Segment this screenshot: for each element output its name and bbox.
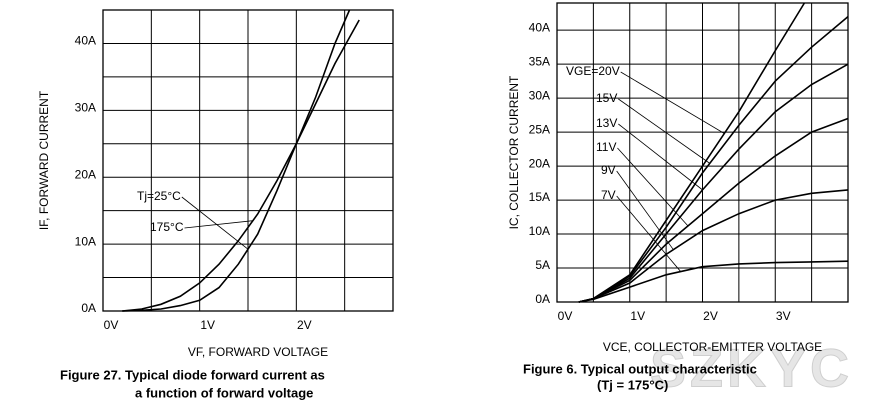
y-tick-label: 10A <box>529 224 550 238</box>
y-tick-label: 20A <box>75 167 96 181</box>
data-line <box>578 189 849 303</box>
series-label: 9V <box>601 163 616 177</box>
series-label: 175°C <box>150 220 184 234</box>
y-axis-label: IC, COLLECTOR CURRENT <box>507 75 521 229</box>
y-tick-label: 30A <box>529 88 550 102</box>
data-line <box>122 19 360 312</box>
x-tick-label: 0V <box>104 318 119 332</box>
leader-line <box>620 71 725 134</box>
series-label: 11V <box>596 140 616 154</box>
y-tick-label: 5A <box>535 258 550 272</box>
y-tick-label: 20A <box>529 156 550 170</box>
y-tick-label: 10A <box>75 234 96 248</box>
y-tick-label: 0A <box>81 301 96 315</box>
x-tick-label: 0V <box>558 309 573 323</box>
leader-line <box>618 123 703 191</box>
x-axis-label: VCE, COLLECTOR-EMITTER VOLTAGE <box>603 340 822 354</box>
y-tick-label: 0A <box>535 292 550 306</box>
figure-caption: Figure 6. Typical output characteristic <box>523 361 757 376</box>
data-line <box>578 260 849 303</box>
leader-line <box>616 170 674 250</box>
y-tick-label: 35A <box>529 54 550 68</box>
figure-caption: a function of forward voltage <box>135 385 313 400</box>
series-label: 15V <box>596 91 617 105</box>
y-tick-label: 40A <box>75 34 96 48</box>
x-tick-label: 3V <box>776 309 791 323</box>
series-label: 13V <box>596 116 617 130</box>
figure-caption: Figure 27. Typical diode forward current… <box>60 367 325 382</box>
series-label: VGE=20V <box>566 64 620 78</box>
plot-frame <box>556 2 849 303</box>
data-line <box>578 117 849 303</box>
data-line <box>122 9 351 312</box>
y-tick-label: 30A <box>75 101 96 115</box>
figure-caption: (Tj = 175°C) <box>597 377 668 392</box>
y-axis-label: IF, FORWARD CURRENT <box>37 90 51 230</box>
x-tick-label: 1V <box>200 318 215 332</box>
series-label: Tj=25°C <box>137 189 181 203</box>
x-tick-label: 2V <box>703 309 718 323</box>
leader-line <box>184 220 253 229</box>
series-label: 7V <box>601 188 616 202</box>
plot-frame <box>102 9 394 312</box>
watermark: SZKYC <box>650 338 853 398</box>
y-tick-label: 25A <box>529 122 550 136</box>
x-tick-label: 2V <box>297 318 312 332</box>
x-tick-label: 1V <box>630 309 645 323</box>
leader-line <box>618 98 711 164</box>
x-axis-label: VF, FORWARD VOLTAGE <box>188 345 328 359</box>
leader-line <box>616 195 681 272</box>
leader-line <box>617 147 689 227</box>
y-tick-label: 15A <box>529 190 550 204</box>
y-tick-label: 40A <box>529 20 550 34</box>
leader-line <box>181 196 249 250</box>
